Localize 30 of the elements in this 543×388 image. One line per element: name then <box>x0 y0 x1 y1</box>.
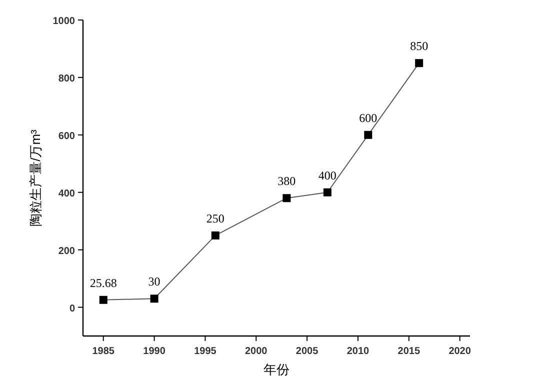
x-tick-label: 2000 <box>245 346 268 357</box>
data-label: 250 <box>206 211 224 226</box>
data-label: 380 <box>278 174 296 188</box>
data-label: 30 <box>148 274 160 289</box>
point <box>415 59 424 68</box>
x-tick-label: 1995 <box>194 346 217 357</box>
x-tick-label: 2015 <box>398 346 420 357</box>
y-axis-title: 陶粒生产量/万m³ <box>28 128 43 226</box>
point <box>282 194 291 202</box>
x-tick-label: 1990 <box>143 346 166 357</box>
point <box>364 130 372 139</box>
data-label: 850 <box>410 39 428 54</box>
point <box>323 188 332 196</box>
point <box>99 296 108 304</box>
y-tick-label: 200 <box>58 246 76 257</box>
x-tick-label: 1985 <box>92 346 115 357</box>
data-label: 600 <box>359 110 378 125</box>
y-tick-label: 0 <box>69 303 76 314</box>
x-tick-label: 2010 <box>346 346 370 357</box>
x-axis-title: 年份 <box>264 362 290 377</box>
y-tick-label: 400 <box>58 188 76 200</box>
y-tick-label: 800 <box>58 73 76 84</box>
data-label: 400 <box>318 168 336 182</box>
point <box>211 231 220 240</box>
x-tick-label: 2005 <box>296 346 319 357</box>
point <box>150 294 158 303</box>
y-tick-label: 600 <box>58 130 76 142</box>
x-tick-label: 2020 <box>448 346 472 357</box>
y-tick-label: 1000 <box>52 16 76 27</box>
data-label: 25.68 <box>90 276 117 290</box>
